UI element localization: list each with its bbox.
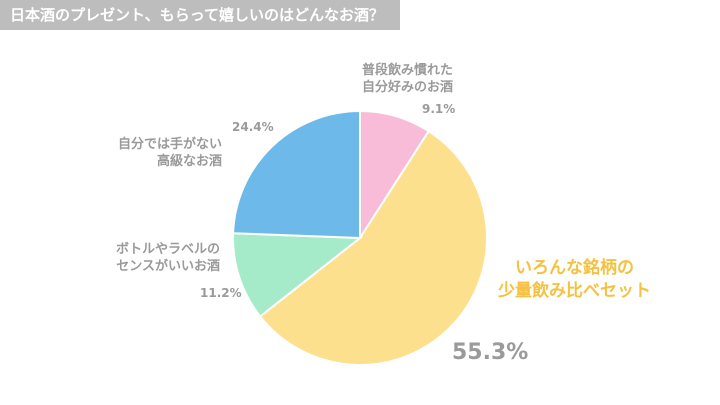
pie-slice xyxy=(258,129,488,366)
slice-label: いろんな銘柄の 少量飲み比べセット xyxy=(498,258,651,301)
value-label: 24.4% xyxy=(232,120,274,134)
slice-label: 自分では手がない 高級なお酒 xyxy=(117,137,222,169)
value-label: 55.3% xyxy=(452,340,529,365)
chart-title: 日本酒のプレゼント、もらって嬉しいのはどんなお酒？ xyxy=(0,0,400,30)
value-label: 9.1% xyxy=(422,102,456,116)
pie-slice xyxy=(232,232,363,318)
pie-slice xyxy=(232,109,361,240)
value-label: 11.2% xyxy=(200,286,242,300)
slice-label: ボトルやラベルの センスがいいお酒 xyxy=(115,242,220,274)
slice-label: 普段飲み慣れた 自分好みのお酒 xyxy=(362,63,454,95)
